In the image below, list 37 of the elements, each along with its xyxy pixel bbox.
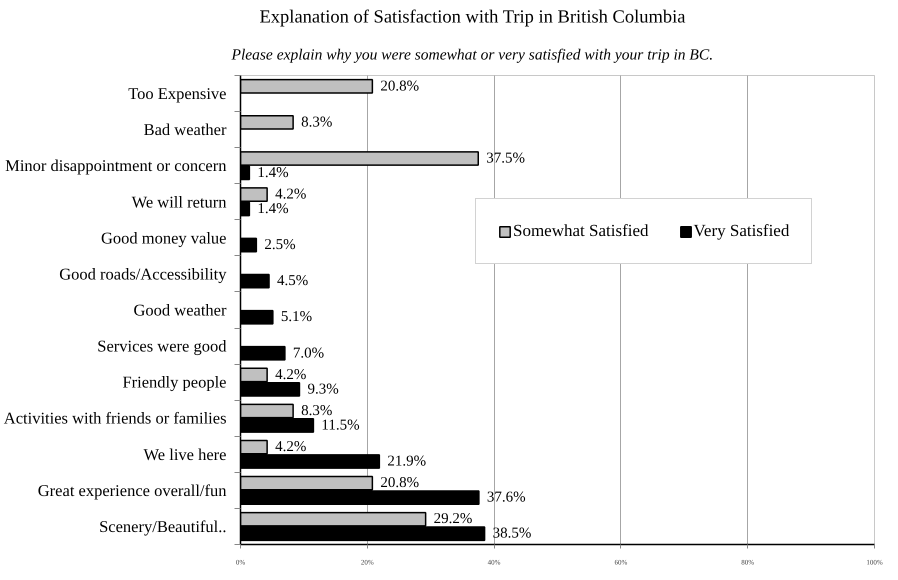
data-label: 29.2% bbox=[434, 511, 472, 528]
data-label: 2.5% bbox=[264, 237, 296, 254]
y-tick-label: Bad weather bbox=[144, 120, 228, 140]
data-label: 37.5% bbox=[486, 150, 525, 166]
data-label: 38.5% bbox=[492, 526, 532, 542]
y-tick-label: Minor disappointment or concern bbox=[5, 156, 227, 176]
data-label: 4.2% bbox=[275, 366, 306, 383]
y-tick-label: We will return bbox=[132, 192, 227, 212]
legend-label: Very Satisfied bbox=[694, 221, 790, 241]
data-label: 9.3% bbox=[307, 381, 339, 398]
data-label: 21.9% bbox=[387, 454, 426, 470]
data-label: 4.2% bbox=[275, 439, 306, 456]
chart-title: Explanation of Satisfaction with Trip in British Columbia bbox=[260, 8, 686, 28]
data-label: 4.2% bbox=[275, 186, 306, 203]
data-label: 7.0% bbox=[292, 345, 324, 362]
data-label: 4.5% bbox=[277, 273, 308, 290]
y-tick-label: Great experience overall/fun bbox=[38, 480, 227, 500]
y-tick-label: Friendly people bbox=[122, 372, 227, 392]
data-label: 8.3% bbox=[301, 403, 332, 420]
data-label: 20.8% bbox=[380, 475, 420, 492]
data-label: 5.1% bbox=[280, 309, 312, 326]
data-label: 1.4% bbox=[257, 164, 289, 181]
y-tick-label: We live here bbox=[144, 444, 227, 464]
y-tick-label: Good weather bbox=[133, 300, 228, 320]
data-label: 1.4% bbox=[257, 200, 289, 217]
data-label: 8.3% bbox=[301, 114, 332, 130]
legend-label: Somewhat Satisfied bbox=[513, 221, 649, 241]
data-label: 20.8% bbox=[380, 78, 420, 94]
data-label: 11.5% bbox=[321, 417, 360, 434]
y-tick-label: Good money value bbox=[100, 228, 227, 248]
y-tick-label: Activities with friends or families bbox=[4, 408, 226, 428]
y-tick-label: Good roads/Accessibility bbox=[59, 264, 228, 284]
chart-subtitle: Please explain why you were somewhat or very satisfied with your trip in BC. bbox=[230, 46, 714, 64]
y-tick-label: Scenery/Beautiful.. bbox=[99, 516, 227, 536]
data-label: 37.6% bbox=[486, 490, 526, 506]
y-tick-label: Services were good bbox=[97, 336, 228, 356]
y-tick-label: Too Expensive bbox=[128, 84, 227, 104]
